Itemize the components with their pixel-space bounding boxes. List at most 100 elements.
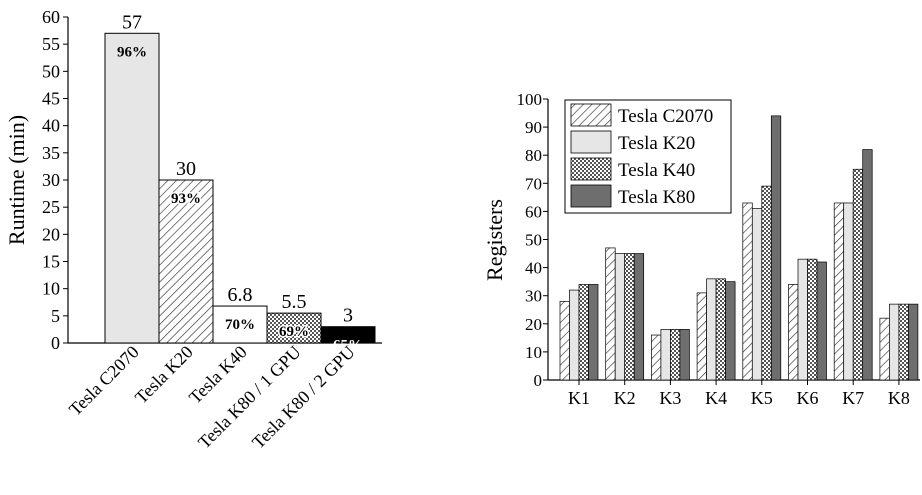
registers-bar: [605, 247, 616, 381]
legend-swatch: [570, 103, 612, 127]
bar-percent-label: 69%: [279, 324, 309, 340]
runtime-y-ticks: 0 5 10 15 20 25 30 35 40 45 50 55 60: [42, 7, 68, 353]
registers-bar: [862, 149, 873, 381]
registers-bar: [816, 261, 827, 381]
registers-bar: [797, 258, 808, 381]
registers-bar: [715, 278, 726, 381]
bar-percent-label: 96%: [117, 44, 147, 60]
registers-bar: [788, 284, 799, 381]
x-tick-label: K4: [705, 388, 727, 408]
registers-bar: [807, 258, 818, 381]
x-tick-label: Tesla C2070: [65, 342, 143, 420]
legend-swatch: [570, 130, 612, 154]
x-tick-label: K6: [797, 388, 819, 408]
y-tick-label: 30: [525, 287, 542, 306]
registers-bar: [843, 202, 854, 381]
registers-bar: [651, 334, 662, 381]
registers-bar: [624, 253, 635, 381]
registers-bar: [614, 253, 626, 381]
registers-bar: [898, 303, 909, 381]
bar-value-label: 6.8: [228, 284, 253, 306]
runtime-chart: 0 5 10 15 20 25 30 35 40 45 50 55 60 57 96% 30 93% 6.8 70…: [4, 7, 382, 453]
y-tick-label: 20: [42, 224, 60, 244]
registers-bar: [725, 281, 736, 381]
registers-bar: [578, 284, 589, 381]
registers-bar: [696, 292, 707, 381]
registers-bar: [670, 329, 681, 381]
y-tick-label: 80: [525, 146, 542, 165]
x-tick-label: K7: [842, 388, 864, 408]
y-tick-label: 0: [534, 371, 543, 390]
registers-bar: [569, 289, 580, 381]
runtime-bar: [104, 32, 160, 344]
y-tick-label: 10: [42, 279, 60, 299]
x-tick-label: K1: [568, 388, 590, 408]
y-tick-label: 10: [525, 343, 542, 362]
registers-bar: [833, 202, 845, 381]
y-tick-label: 70: [525, 174, 542, 193]
runtime-bar: [266, 312, 322, 344]
x-tick-label: Tesla K20: [131, 342, 197, 408]
registers-bar: [889, 303, 900, 381]
y-tick-label: 35: [42, 143, 60, 163]
registers-bar: [588, 284, 599, 381]
registers-bar: [633, 253, 645, 381]
legend-label: Tesla C2070: [618, 106, 713, 127]
y-tick-label: 0: [51, 333, 60, 353]
legend-label: Tesla K40: [618, 160, 695, 181]
bar-percent-label: 70%: [225, 317, 255, 333]
registers-bar: [706, 278, 717, 381]
y-tick-label: 50: [42, 61, 60, 81]
legend-label: Tesla K80: [618, 187, 695, 208]
legend-swatch: [570, 157, 612, 181]
x-tick-label: K5: [751, 388, 773, 408]
runtime-bar: [158, 179, 214, 344]
legend-swatch: [570, 184, 612, 208]
y-tick-label: 40: [42, 116, 60, 136]
registers-bar: [660, 329, 671, 381]
y-tick-label: 25: [42, 197, 60, 217]
bar-percent-label: 93%: [171, 191, 201, 207]
x-tick-label: K2: [614, 388, 636, 408]
y-tick-label: 60: [42, 7, 60, 27]
registers-bar: [742, 202, 753, 381]
registers-y-ticks: 0 10 20 30 40 50 60 70 80 90 100: [517, 90, 548, 390]
registers-bars: [559, 115, 919, 381]
registers-bar: [770, 115, 782, 381]
registers-bar: [879, 317, 890, 381]
registers-bar: [761, 185, 772, 381]
runtime-y-axis-label: Runtime (min): [4, 115, 29, 245]
bar-value-label: 30: [176, 158, 196, 180]
y-tick-label: 60: [525, 202, 542, 221]
runtime-bars: 57 96% 30 93% 6.8 70% 5.5 69% 3 65%: [104, 11, 376, 354]
bar-value-label: 3: [343, 305, 353, 327]
y-tick-label: 20: [525, 315, 542, 334]
y-tick-label: 100: [517, 90, 543, 109]
x-tick-label: Tesla K80 / 2 GPU: [248, 342, 359, 453]
bar-value-label: 5.5: [282, 291, 307, 313]
y-tick-label: 90: [525, 118, 542, 137]
registers-bar: [679, 329, 690, 381]
registers-y-axis-label: Registers: [482, 199, 507, 281]
y-tick-label: 40: [525, 259, 542, 278]
y-tick-label: 55: [42, 34, 60, 54]
x-tick-label: K8: [888, 388, 910, 408]
bar-value-label: 57: [122, 11, 142, 33]
x-tick-label: K3: [659, 388, 681, 408]
y-tick-label: 45: [42, 89, 60, 109]
registers-bar: [908, 303, 919, 381]
y-tick-label: 50: [525, 231, 542, 250]
y-tick-label: 30: [42, 170, 60, 190]
registers-bar: [559, 300, 570, 381]
registers-bar: [751, 208, 763, 381]
registers-x-tick-labels: K1 K2 K3 K4 K5 K6 K7 K8: [568, 380, 910, 408]
y-tick-label: 5: [51, 306, 60, 326]
registers-legend: Tesla C2070 Tesla K20 Tesla K40 Tesla K80: [564, 99, 732, 214]
y-tick-label: 15: [42, 252, 60, 272]
bar-percent-label: 65%: [333, 338, 363, 354]
runtime-bar: [320, 326, 376, 344]
registers-bar: [852, 168, 864, 381]
